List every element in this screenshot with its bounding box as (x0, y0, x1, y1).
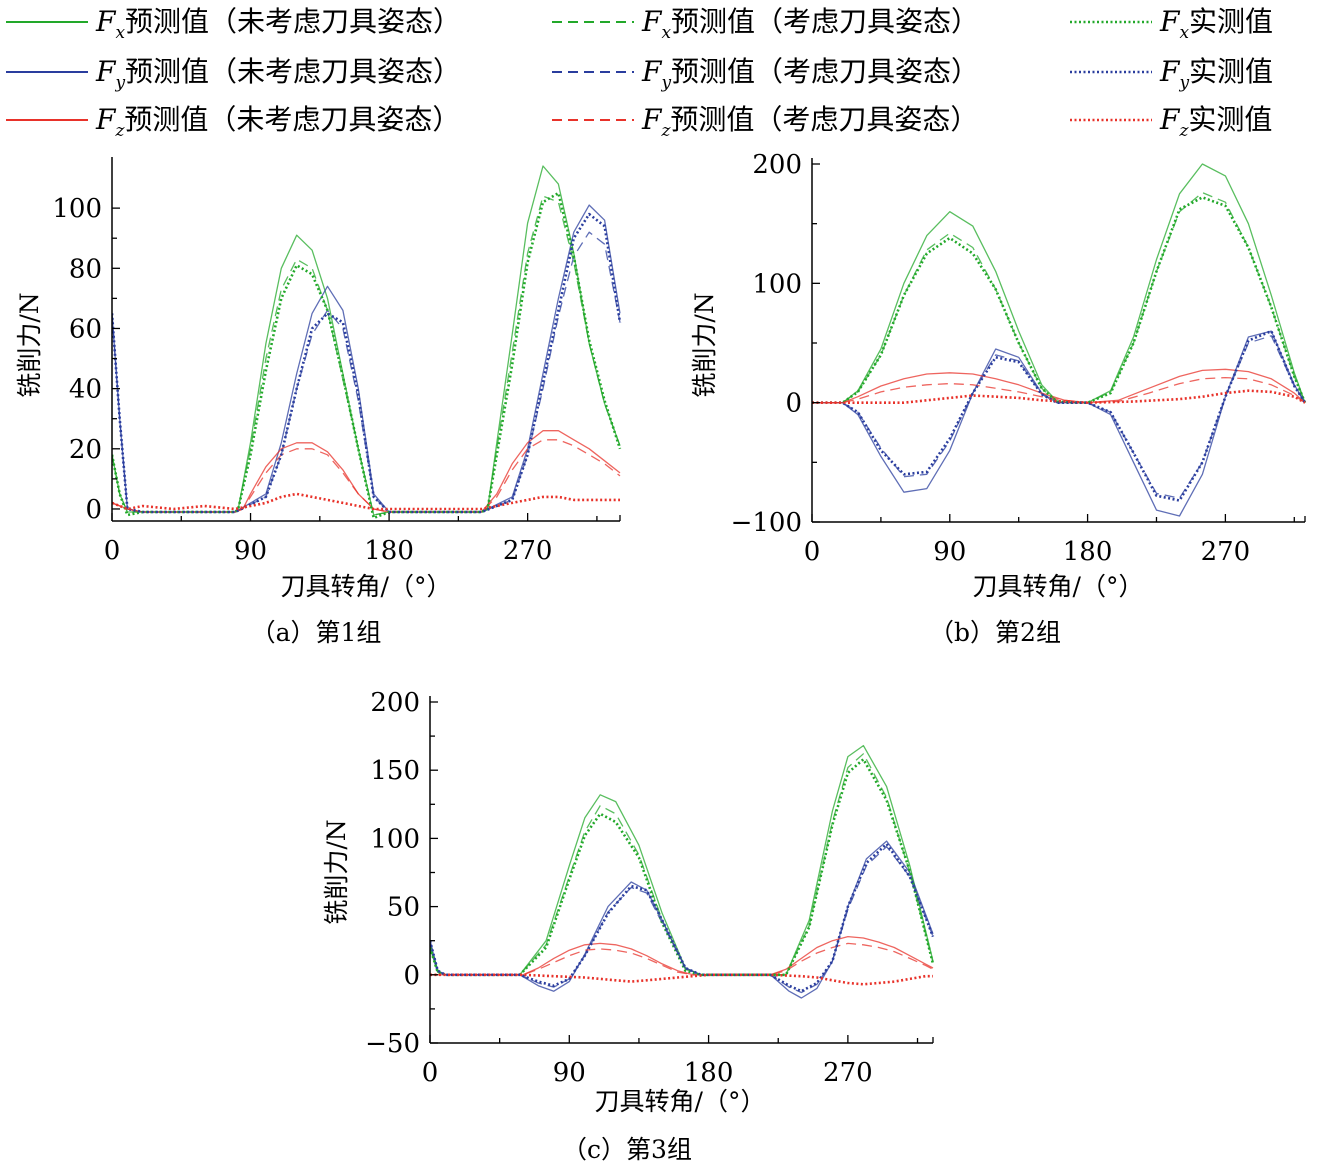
series-line-Fy-b (812, 335, 1306, 499)
y-tick-label: 60 (69, 314, 102, 344)
series-line-Fx-a (812, 163, 1306, 404)
y-tick-label: 0 (403, 961, 420, 991)
x-tick-label: 90 (553, 1058, 586, 1088)
legend-label: Fy实测值 (1159, 55, 1273, 93)
series-line-Fz-b (112, 439, 621, 513)
series-group (112, 165, 622, 520)
series-line-Fx-a (112, 165, 621, 516)
plot-area-a: 0 90 180 270 0 20 40 60 80 100 (52, 157, 622, 566)
series-line-Fx-b (430, 753, 934, 976)
ylabel-b: 铣削力/N (690, 292, 719, 397)
legend-label: Fz预测值（未考虑刀具姿态） (95, 103, 460, 141)
series-line-Fz-m (812, 389, 1306, 404)
legend-label: Fz预测值（考虑刀具姿态） (641, 103, 978, 141)
x-tick-label: 270 (503, 536, 553, 566)
series-line-Fz-m (112, 492, 620, 511)
legend-label: Fy预测值（考虑刀具姿态） (641, 55, 979, 93)
caption-a: （a）第1组 (251, 618, 382, 647)
y-tick-label: 0 (85, 495, 102, 525)
legend-item-y-dotted: Fy实测值 (1070, 55, 1273, 93)
caption-c: （c）第3组 (562, 1135, 692, 1164)
series-line-Fy-a (112, 204, 621, 513)
y-tick-label: 20 (69, 435, 102, 465)
legend-item-x-dashed: Fx预测值（考虑刀具姿态） (552, 5, 979, 43)
series-line-Fy-a (812, 330, 1306, 517)
xlabel-b: 刀具转角/（°） (973, 572, 1144, 601)
legend-item-z-solid: Fz预测值（未考虑刀具姿态） (6, 103, 460, 141)
y-tick-label: 50 (387, 893, 420, 923)
x-tick-label: 0 (104, 536, 121, 566)
series-line-Fy-b (430, 845, 934, 994)
series-line-Fx-b (812, 191, 1306, 404)
legend-label: Fx预测值（考虑刀具姿态） (641, 5, 979, 43)
legend-label: Fx实测值 (1159, 5, 1273, 43)
x-tick-label: 180 (364, 536, 414, 566)
y-tick-label: 100 (752, 269, 802, 299)
legend-label: Fy预测值（未考虑刀具姿态） (95, 55, 461, 93)
xlabel-c: 刀具转角/（°） (595, 1087, 766, 1116)
y-tick-label: 150 (370, 756, 420, 786)
series-line-Fy-m (812, 329, 1307, 502)
caption-b: （b）第2组 (929, 618, 1061, 647)
xlabel-a: 刀具转角/（°） (281, 572, 452, 601)
series-line-Fx-m (812, 196, 1307, 404)
legend-item-z-dashed: Fz预测值（考虑刀具姿态） (552, 103, 978, 141)
series-line-Fx-m (430, 758, 935, 977)
legend-item-x-solid: Fx预测值（未考虑刀具姿态） (6, 5, 461, 43)
series-line-Fz-a (430, 935, 934, 976)
series-group (430, 744, 935, 999)
series-line-Fz-m (430, 973, 933, 986)
y-tick-label: 40 (69, 375, 102, 405)
legend-item-x-dotted: Fx实测值 (1070, 5, 1273, 43)
y-tick-label: 80 (69, 254, 102, 284)
legend-item-z-dotted: Fz实测值 (1070, 103, 1272, 141)
series-line-Fx-b (112, 195, 621, 516)
x-tick-label: 270 (1201, 537, 1251, 567)
series-line-Fx-a (430, 744, 934, 976)
x-tick-label: 180 (684, 1058, 734, 1088)
legend-label: Fz实测值 (1159, 103, 1272, 141)
legend: Fx预测值（未考虑刀具姿态） Fx预测值（考虑刀具姿态） Fx实测值 Fy预测值（未考… (6, 5, 1273, 141)
x-tick-label: 90 (234, 536, 267, 566)
legend-label: Fx预测值（未考虑刀具姿态） (95, 5, 461, 43)
y-tick-label: 0 (785, 389, 802, 419)
ylabel-c: 铣削力/N (322, 819, 351, 924)
series-line-Fz-b (812, 376, 1306, 404)
x-tick-label: 0 (422, 1058, 439, 1088)
x-tick-label: 180 (1063, 537, 1113, 567)
series-line-Fz-a (812, 368, 1306, 404)
series-line-Fx-m (112, 191, 622, 520)
x-tick-label: 90 (933, 537, 966, 567)
panel-a: 0 90 180 270 0 20 40 60 80 100 铣削力/N 刀具转角/（°） （a）… (15, 157, 622, 647)
series-group (812, 163, 1307, 517)
y-tick-label: 100 (52, 194, 102, 224)
y-tick-label: 200 (752, 150, 802, 180)
series-line-Fy-m (430, 842, 935, 993)
x-tick-label: 270 (823, 1058, 873, 1088)
legend-item-y-solid: Fy预测值（未考虑刀具姿态） (6, 55, 461, 93)
y-tick-label: −100 (731, 508, 802, 538)
y-tick-label: 200 (370, 688, 420, 718)
ylabel-a: 铣削力/N (15, 292, 44, 397)
series-line-Fy-m (112, 212, 622, 514)
x-tick-label: 0 (804, 537, 821, 567)
y-tick-label: −50 (365, 1029, 420, 1059)
legend-item-y-dashed: Fy预测值（考虑刀具姿态） (552, 55, 979, 93)
y-tick-label: 100 (370, 824, 420, 854)
